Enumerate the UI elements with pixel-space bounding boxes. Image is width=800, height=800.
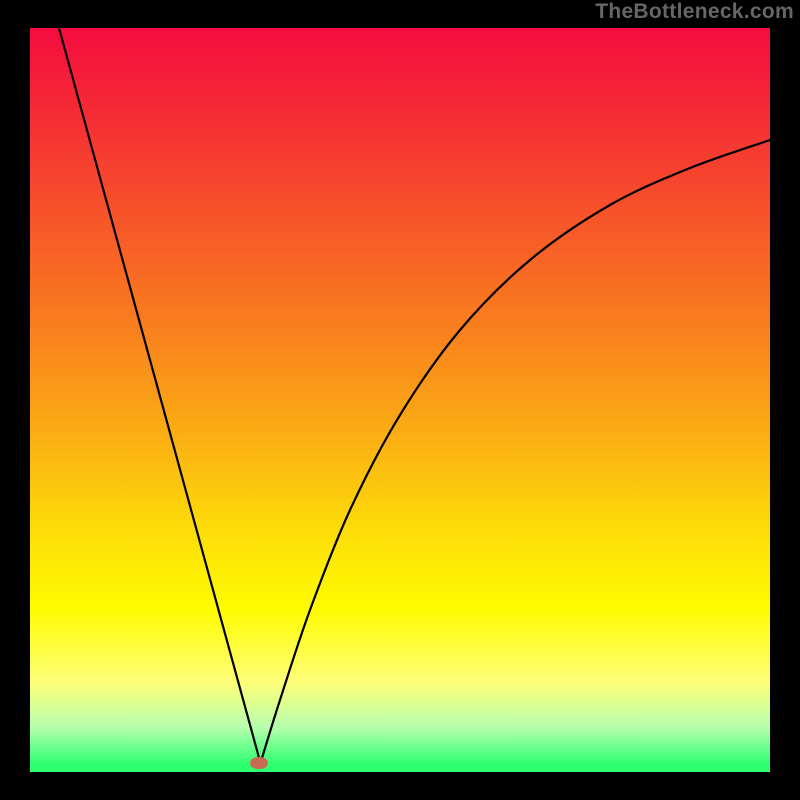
curve-svg	[0, 0, 800, 800]
v-curve-path	[59, 28, 770, 760]
chart-container: TheBottleneck.com	[0, 0, 800, 800]
minimum-marker	[250, 757, 268, 769]
